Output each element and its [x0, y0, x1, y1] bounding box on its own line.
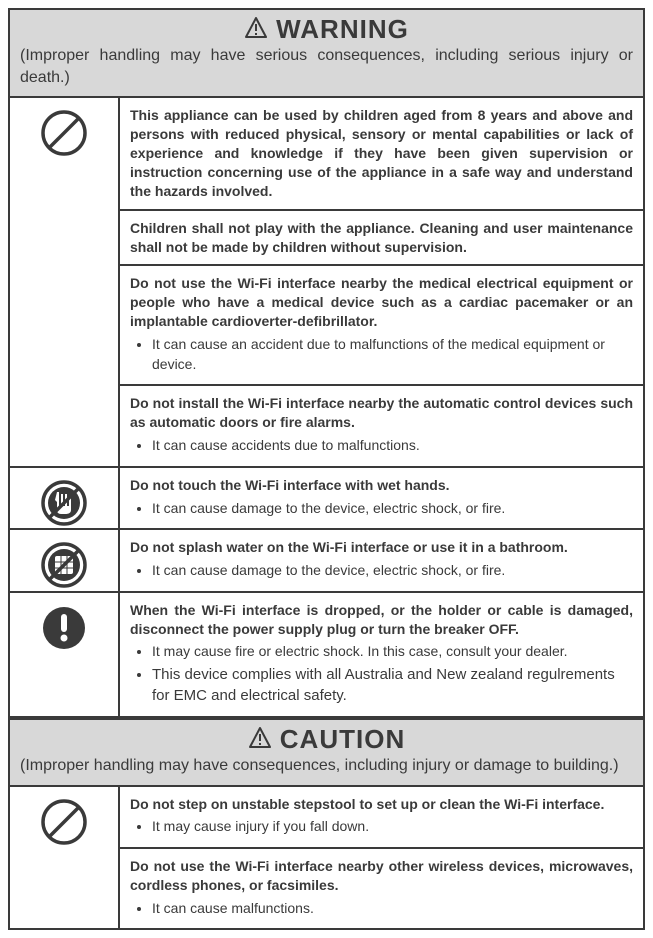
safety-row: Do not touch the Wi-Fi interface with we… [10, 468, 643, 530]
item-title: Do not step on unstable stepstool to set… [130, 795, 633, 814]
item-title: This appliance can be used by children a… [130, 106, 633, 200]
body-cell: When the Wi-Fi interface is dropped, or … [120, 593, 643, 716]
item-title: Do not touch the Wi-Fi interface with we… [130, 476, 633, 495]
item-bullets: It can cause malfunctions. [130, 899, 633, 919]
body-cell: Do not step on unstable stepstool to set… [120, 787, 643, 929]
safety-document: WARNING (Improper handling may have seri… [8, 8, 645, 930]
safety-item: Do not use the Wi-Fi interface nearby ot… [120, 849, 643, 928]
item-bullets: It can cause accidents due to malfunctio… [130, 436, 633, 456]
bullet-item: This device complies with all Australia … [152, 664, 633, 706]
item-title: Do not install the Wi-Fi interface nearb… [130, 394, 633, 432]
section-title: WARNING [20, 14, 633, 45]
no-water-icon [39, 540, 89, 590]
section-title-text: WARNING [276, 14, 409, 44]
item-bullets: It can cause an accident due to malfunct… [130, 335, 633, 374]
section-title-text: CAUTION [280, 724, 405, 754]
item-title: Do not splash water on the Wi-Fi interfa… [130, 538, 633, 557]
section-subtitle: (Improper handling may have serious cons… [20, 45, 633, 88]
icon-cell [10, 530, 120, 590]
item-title: Children shall not play with the applian… [130, 219, 633, 257]
item-title: When the Wi-Fi interface is dropped, or … [130, 601, 633, 639]
safety-item: Do not splash water on the Wi-Fi interfa… [120, 530, 643, 590]
item-title: Do not use the Wi-Fi interface nearby ot… [130, 857, 633, 895]
item-bullets: It can cause damage to the device, elect… [130, 499, 633, 519]
section-header: CAUTION (Improper handling may have cons… [10, 718, 643, 787]
safety-row: Do not splash water on the Wi-Fi interfa… [10, 530, 643, 592]
mandatory-icon [39, 603, 89, 653]
body-cell: Do not touch the Wi-Fi interface with we… [120, 468, 643, 528]
section-subtitle: (Improper handling may have consequences… [20, 755, 633, 777]
safety-item: Children shall not play with the applian… [120, 211, 643, 267]
bullet-item: It can cause damage to the device, elect… [152, 561, 633, 581]
section-header: WARNING (Improper handling may have seri… [10, 10, 643, 98]
icon-cell [10, 787, 120, 929]
safety-item: Do not use the Wi-Fi interface nearby th… [120, 266, 643, 386]
icon-cell [10, 468, 120, 528]
safety-item: Do not install the Wi-Fi interface nearb… [120, 386, 643, 465]
bullet-item: It may cause fire or electric shock. In … [152, 642, 633, 662]
item-bullets: It may cause fire or electric shock. In … [130, 642, 633, 706]
warning-triangle-icon [244, 16, 268, 40]
item-bullets: It may cause injury if you fall down. [130, 817, 633, 837]
body-cell: Do not splash water on the Wi-Fi interfa… [120, 530, 643, 590]
safety-item: When the Wi-Fi interface is dropped, or … [120, 593, 643, 716]
bullet-item: It can cause damage to the device, elect… [152, 499, 633, 519]
prohibit-icon [39, 108, 89, 158]
bullet-item: It can cause malfunctions. [152, 899, 633, 919]
warning-triangle-icon [248, 726, 272, 750]
bullet-item: It may cause injury if you fall down. [152, 817, 633, 837]
safety-item: Do not touch the Wi-Fi interface with we… [120, 468, 643, 528]
no-wet-hands-icon [39, 478, 89, 528]
safety-row: Do not step on unstable stepstool to set… [10, 787, 643, 929]
item-title: Do not use the Wi-Fi interface nearby th… [130, 274, 633, 331]
safety-row: When the Wi-Fi interface is dropped, or … [10, 593, 643, 718]
bullet-item: It can cause accidents due to malfunctio… [152, 436, 633, 456]
safety-item: This appliance can be used by children a… [120, 98, 643, 210]
icon-cell [10, 98, 120, 465]
section-title: CAUTION [20, 724, 633, 755]
bullet-item: It can cause an accident due to malfunct… [152, 335, 633, 374]
icon-cell [10, 593, 120, 716]
safety-item: Do not step on unstable stepstool to set… [120, 787, 643, 849]
item-bullets: It can cause damage to the device, elect… [130, 561, 633, 581]
safety-row: This appliance can be used by children a… [10, 98, 643, 467]
prohibit-icon [39, 797, 89, 847]
body-cell: This appliance can be used by children a… [120, 98, 643, 465]
